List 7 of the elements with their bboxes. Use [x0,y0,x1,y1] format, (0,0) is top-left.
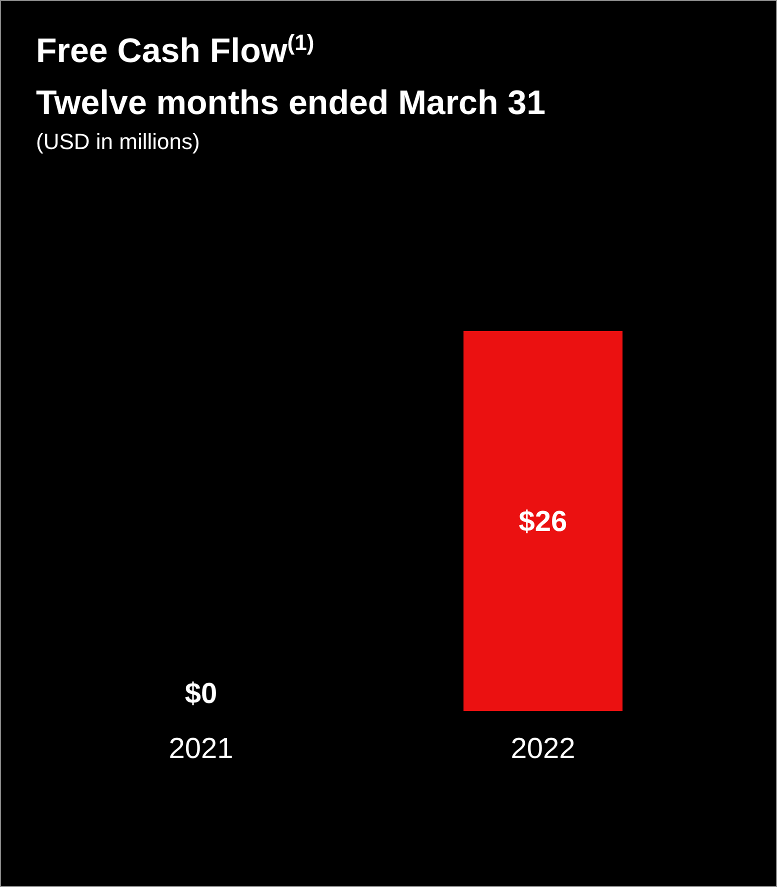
chart-title: Free Cash Flow$^{(1)}$ [36,30,314,70]
x-tick-label: 2022 [510,733,576,765]
chart-subtitle: Twelve months ended March 31 [36,84,546,122]
x-tick-label: 2021 [168,733,234,765]
data-label: $0 [184,678,218,710]
text: (USD in millions) [36,129,200,154]
data-label: $26 [518,506,568,538]
